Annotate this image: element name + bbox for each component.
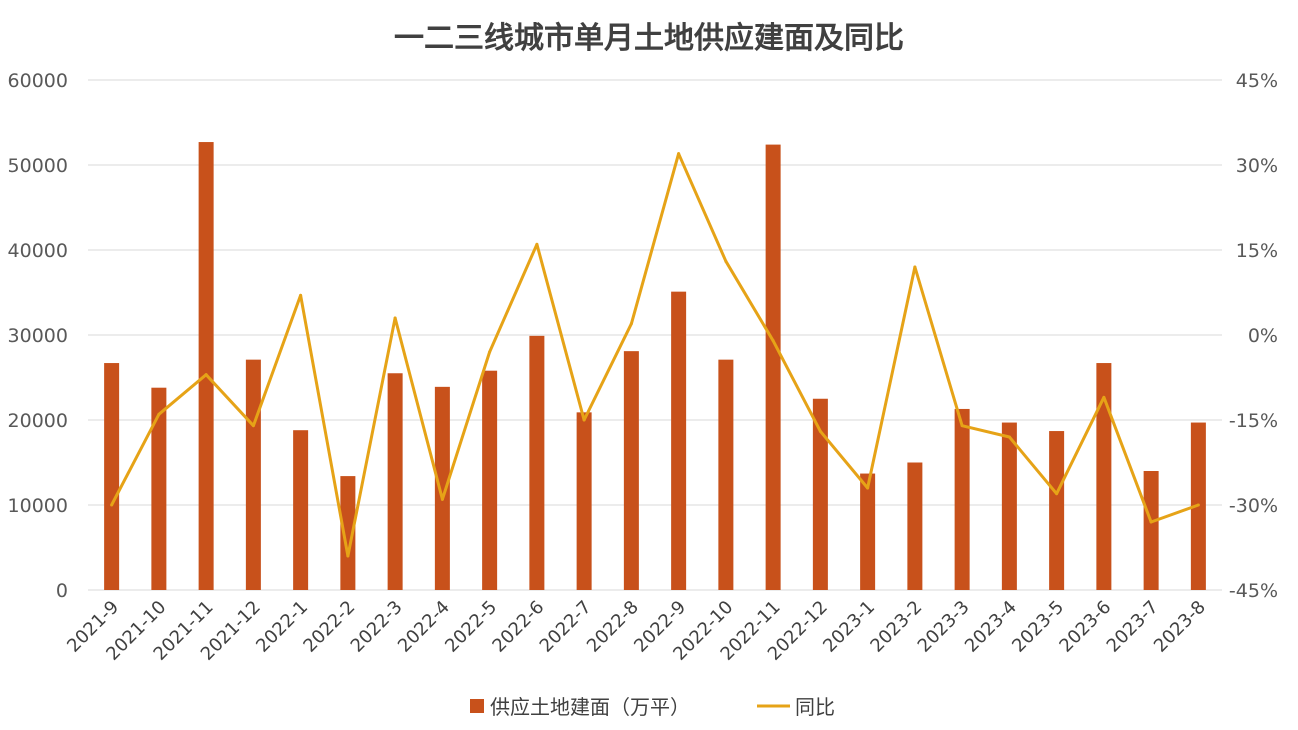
- bar: [1001, 422, 1017, 590]
- line-point: [299, 293, 303, 297]
- line-point: [393, 316, 397, 320]
- x-tick-label: 2022-7: [536, 597, 596, 657]
- right-tick-label: 45%: [1236, 70, 1278, 92]
- left-tick-label: 60000: [8, 70, 68, 92]
- bar: [434, 386, 450, 590]
- x-tick-label: 2022-2: [299, 597, 359, 657]
- bar: [1049, 431, 1065, 590]
- line-point: [1055, 492, 1059, 496]
- x-tick-label: 2023-6: [1055, 597, 1115, 657]
- bar: [482, 370, 498, 590]
- left-tick-label: 20000: [8, 410, 68, 432]
- left-tick-label: 40000: [8, 240, 68, 262]
- right-tick-label: 15%: [1236, 240, 1278, 262]
- legend-line-label: 同比: [795, 695, 835, 719]
- x-axis-ticks: 2021-92021-102021-112021-122022-12022-22…: [63, 597, 1210, 665]
- bar: [1143, 471, 1159, 590]
- bar: [340, 476, 356, 590]
- chart-title: 一二三线城市单月土地供应建面及同比: [394, 21, 904, 56]
- line-point: [582, 418, 586, 422]
- x-tick-label: 2023-5: [1008, 597, 1068, 657]
- bar: [1096, 363, 1112, 590]
- x-tick-label: 2022-8: [583, 597, 643, 657]
- bar: [954, 408, 970, 590]
- bar: [671, 291, 687, 590]
- line-point: [1007, 435, 1011, 439]
- bar: [529, 335, 545, 590]
- bar: [812, 398, 828, 590]
- line-point: [1149, 520, 1153, 524]
- line-point: [535, 242, 539, 246]
- yoy-line: [110, 152, 1199, 558]
- legend-bar-label: 供应土地建面（万平）: [490, 695, 690, 719]
- left-axis-ticks: 0 10000 20000 30000 40000 50000 60000: [8, 70, 68, 602]
- line-point: [677, 152, 681, 156]
- x-tick-label: 2023-3: [914, 597, 974, 657]
- line-point: [913, 265, 917, 269]
- line-point: [346, 554, 350, 558]
- right-tick-label: -15%: [1229, 410, 1278, 432]
- legend: 供应土地建面（万平） 同比: [470, 695, 835, 719]
- bar: [151, 387, 167, 590]
- bar: [104, 363, 120, 590]
- right-tick-label: 30%: [1236, 155, 1278, 177]
- line-point: [771, 339, 775, 343]
- bar: [576, 412, 592, 590]
- bar: [293, 430, 309, 590]
- x-tick-label: 2023-1: [819, 597, 879, 657]
- line-point: [866, 486, 870, 490]
- line-point: [724, 259, 728, 263]
- bar: [718, 359, 734, 590]
- gridlines: [88, 79, 1222, 591]
- line-point: [488, 350, 492, 354]
- left-tick-label: 30000: [8, 325, 68, 347]
- bar: [860, 473, 876, 590]
- right-axis-ticks: -45% -30% -15% 0% 15% 30% 45%: [1229, 70, 1278, 602]
- x-tick-label: 2022-4: [394, 597, 454, 657]
- line-point: [251, 424, 255, 428]
- x-tick-label: 2022-1: [252, 597, 312, 657]
- left-tick-label: 10000: [8, 495, 68, 517]
- line-point: [1102, 395, 1106, 399]
- x-tick-label: 2023-2: [866, 597, 926, 657]
- right-tick-label: 0%: [1248, 325, 1278, 347]
- line-point: [440, 497, 444, 501]
- bar: [198, 142, 214, 591]
- x-tick-label: 2023-8: [1150, 597, 1210, 657]
- line-point: [1196, 503, 1200, 507]
- x-tick-label: 2022-6: [488, 597, 548, 657]
- bar: [907, 462, 923, 590]
- bar: [245, 359, 261, 590]
- line-point: [960, 424, 964, 428]
- line-point: [157, 412, 161, 416]
- bar: [765, 144, 781, 590]
- bar: [387, 373, 403, 590]
- x-tick-label: 2022-3: [347, 597, 407, 657]
- line-point: [629, 322, 633, 326]
- right-tick-label: -30%: [1229, 495, 1278, 517]
- right-tick-label: -45%: [1229, 580, 1278, 602]
- legend-bar-swatch: [470, 699, 484, 713]
- left-tick-label: 0: [56, 580, 68, 602]
- x-tick-label: 2022-5: [441, 597, 501, 657]
- left-tick-label: 50000: [8, 155, 68, 177]
- x-tick-label: 2023-4: [961, 597, 1021, 657]
- bar-series: [104, 142, 1206, 591]
- line-point: [818, 429, 822, 433]
- line-series: [110, 152, 1200, 558]
- bar: [623, 351, 639, 590]
- x-tick-label: 2023-7: [1103, 597, 1163, 657]
- line-point: [204, 373, 208, 377]
- line-point: [110, 503, 114, 507]
